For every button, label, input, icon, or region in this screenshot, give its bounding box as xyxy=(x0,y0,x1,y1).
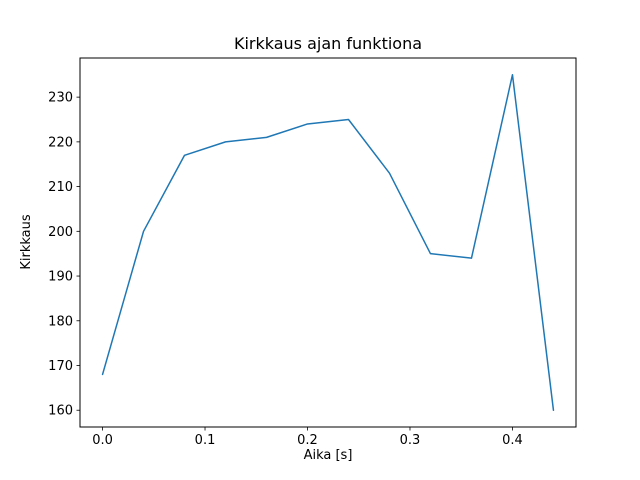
y-tick-label: 170 xyxy=(48,359,73,374)
chart-title: Kirkkaus ajan funktiona xyxy=(233,34,423,53)
x-tick-label: 0.0 xyxy=(92,433,113,448)
y-tick-label: 180 xyxy=(48,314,73,329)
y-axis-label: Kirkkaus xyxy=(19,214,34,270)
axes-spines xyxy=(79,57,577,428)
x-tick-label: 0.4 xyxy=(502,433,523,448)
x-tick-label: 0.1 xyxy=(195,433,216,448)
y-tick-label: 190 xyxy=(48,270,73,285)
y-tick-label: 160 xyxy=(48,404,73,419)
y-tick-label: 230 xyxy=(48,91,73,106)
x-axis-label: Aika [s] xyxy=(303,448,353,463)
y-tick-label: 200 xyxy=(48,225,73,240)
x-tick-label: 0.2 xyxy=(297,433,318,448)
data-line-series xyxy=(101,74,555,411)
y-tick-label: 220 xyxy=(48,135,73,150)
y-tick-label: 210 xyxy=(48,180,73,195)
x-tick-label: 0.3 xyxy=(400,433,421,448)
